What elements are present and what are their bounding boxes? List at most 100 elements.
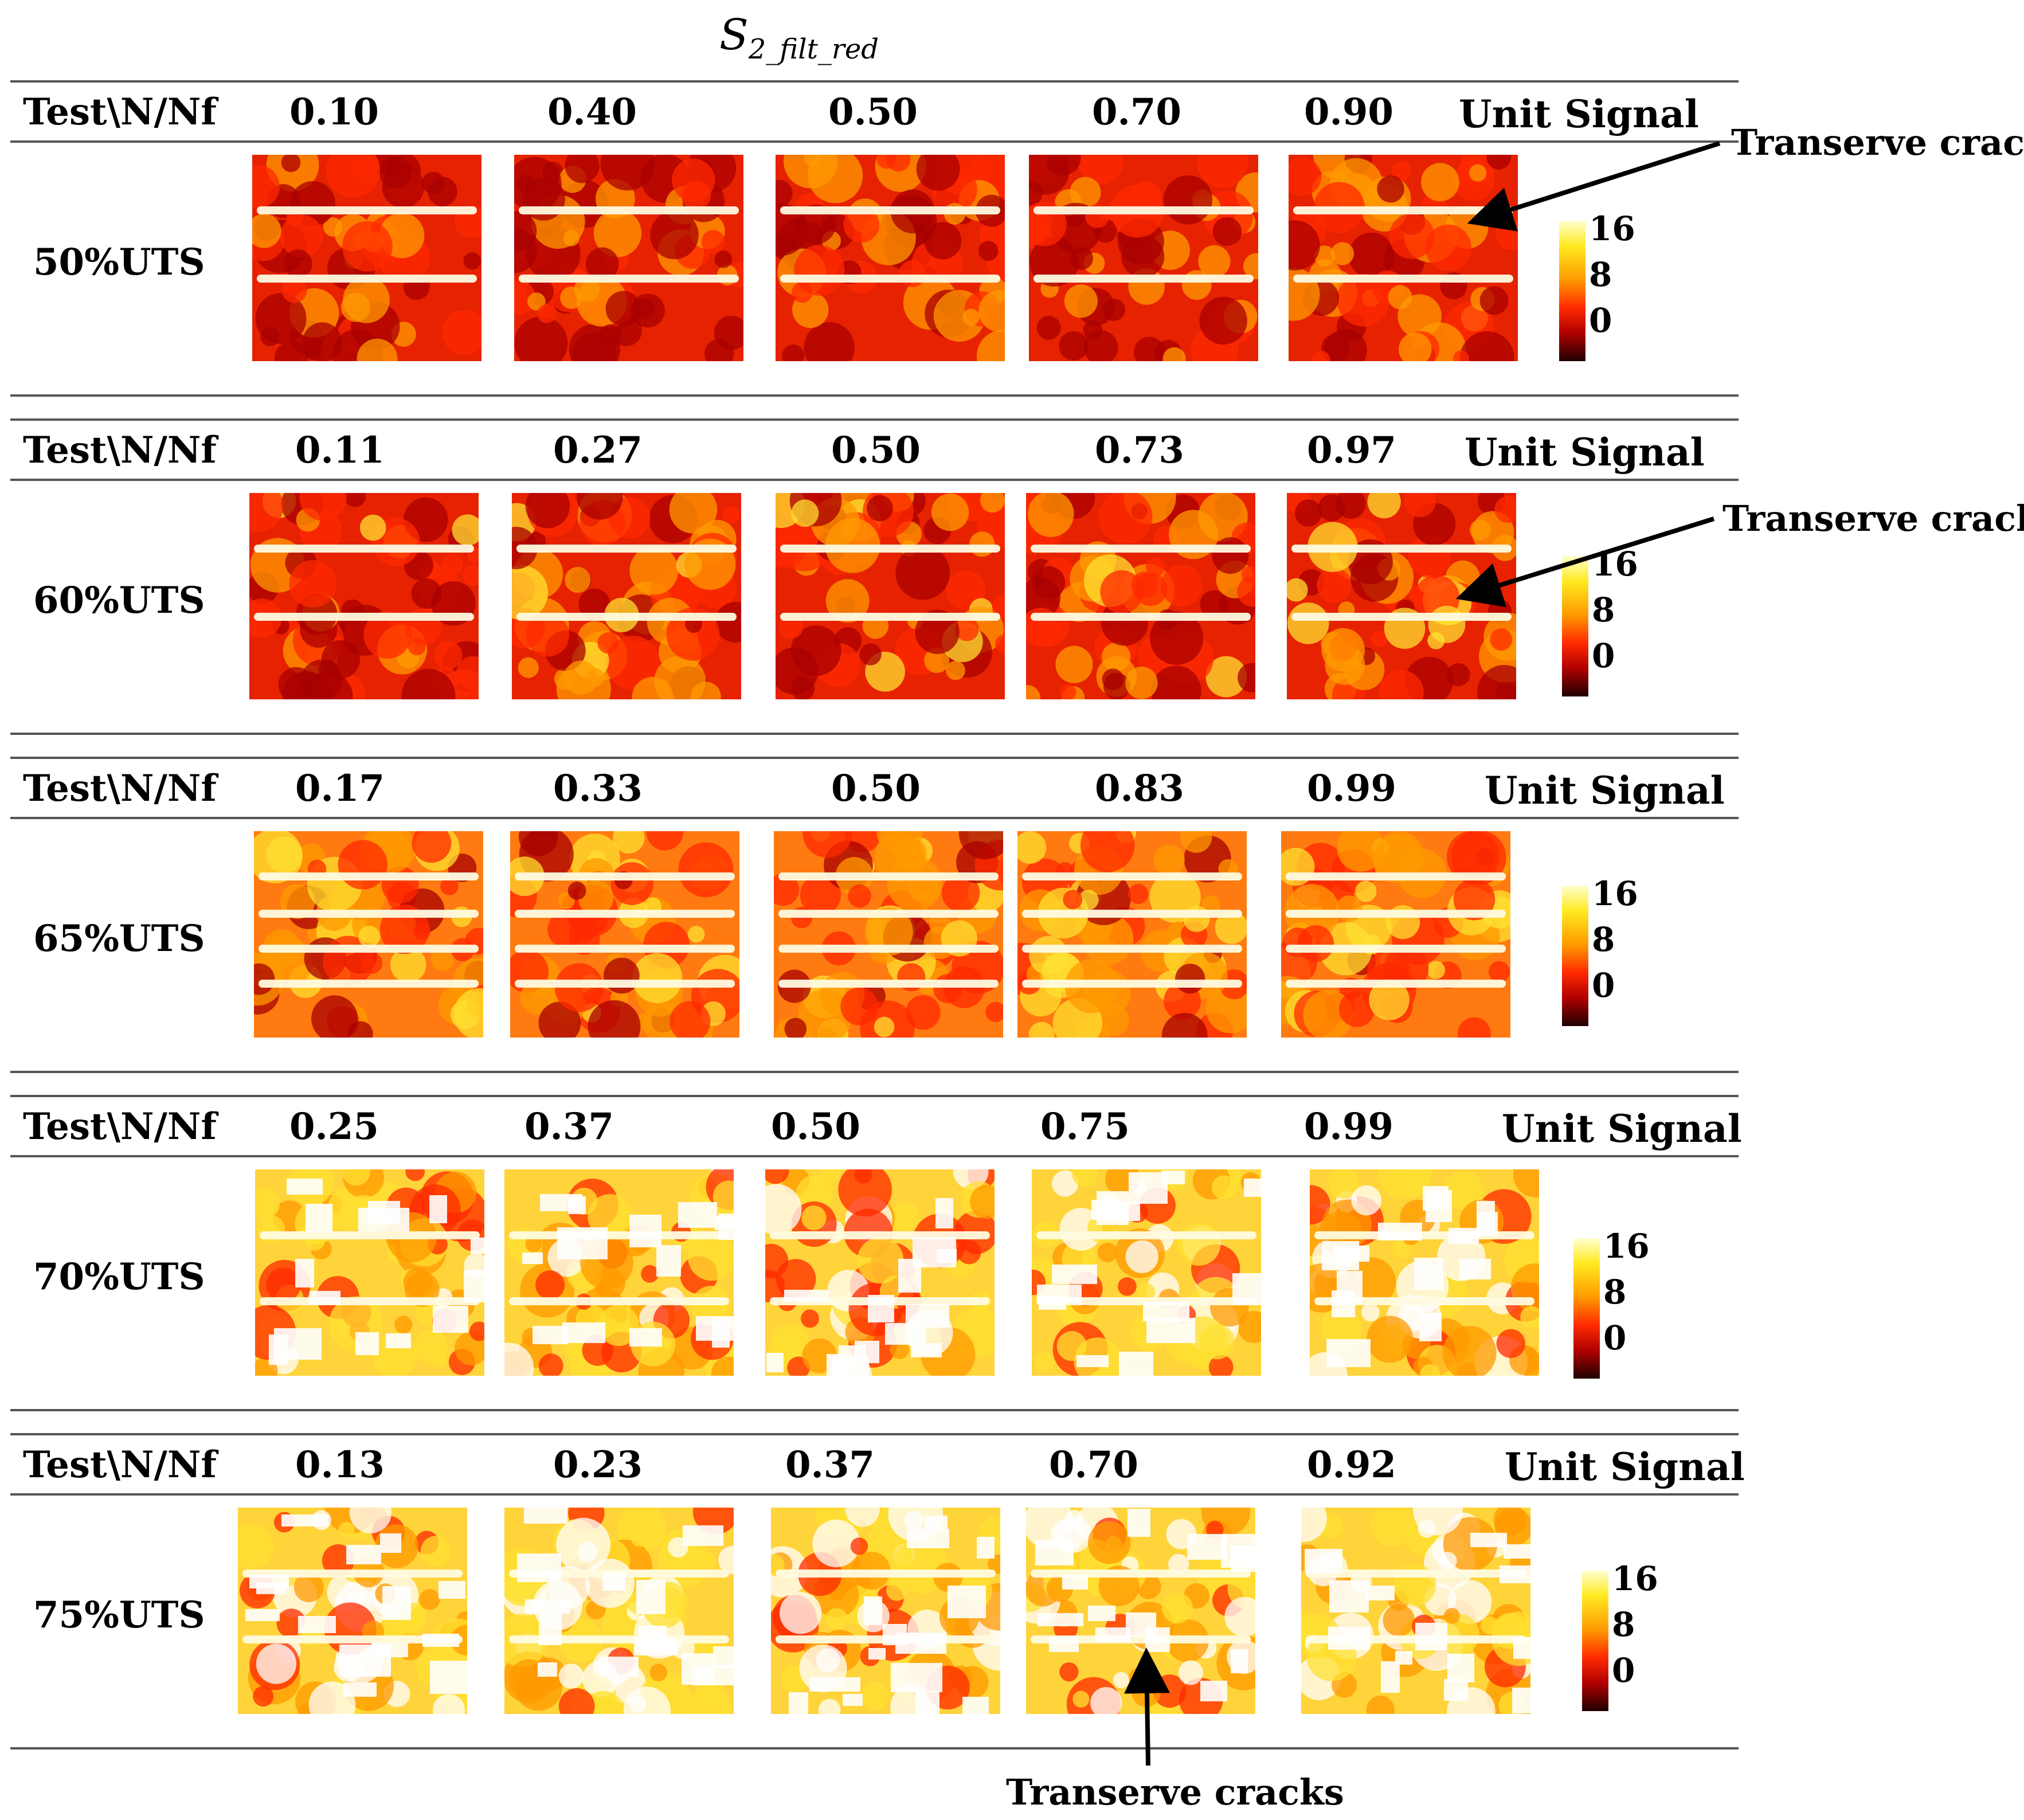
- cycle-ratio-3: 0.50: [831, 767, 921, 810]
- cycle-ratio-1: 0.25: [289, 1105, 379, 1148]
- header-rule-bottom: [10, 817, 1739, 819]
- thermal-map: [776, 155, 1005, 361]
- header-rule-top: [10, 418, 1739, 421]
- colorbar-tick-8: 8: [1612, 1605, 1635, 1644]
- header-test-label: Test\N/Nf: [23, 91, 217, 134]
- cycle-ratio-2: 0.33: [553, 767, 643, 810]
- colorbar-tick-8: 8: [1592, 590, 1615, 629]
- cycle-ratio-1: 0.17: [295, 767, 385, 810]
- thermal-map: [776, 493, 1005, 699]
- thermal-map: [1289, 155, 1518, 361]
- colorbar: [1582, 1571, 1608, 1711]
- row-label: 70%UTS: [33, 1255, 205, 1298]
- unit-signal-label: Unit Signal: [1485, 768, 1725, 813]
- colorbar: [1562, 556, 1588, 696]
- cycle-ratio-4: 0.73: [1095, 429, 1184, 472]
- cycle-ratio-4: 0.75: [1040, 1105, 1130, 1148]
- cycle-ratio-1: 0.11: [295, 429, 385, 472]
- colorbar-tick-8: 8: [1603, 1273, 1627, 1312]
- colorbar: [1559, 221, 1585, 361]
- thermal-map: [1310, 1169, 1539, 1376]
- section-row-4: Test\N/Nf 0.25 0.37 0.50 0.75 0.99 Unit Signal…: [0, 1095, 2024, 1416]
- colorbar-tick-16: 16: [1592, 545, 1638, 584]
- thermal-map: [255, 1169, 484, 1376]
- cycle-ratio-5: 0.99: [1307, 767, 1396, 810]
- cycle-ratio-4: 0.70: [1049, 1443, 1138, 1486]
- cycle-ratio-4: 0.83: [1095, 767, 1184, 810]
- section-rule-bottom: [10, 733, 1739, 735]
- row-label: 65%UTS: [33, 917, 205, 960]
- header-rule-top: [10, 1095, 1739, 1097]
- header-rule-bottom: [10, 140, 1739, 143]
- header-test-label: Test\N/Nf: [23, 767, 217, 810]
- unit-signal-label: Unit Signal: [1465, 430, 1705, 475]
- annotation-cracks-50: Transerve cracks: [1731, 122, 2024, 163]
- cycle-ratio-5: 0.99: [1304, 1105, 1393, 1148]
- cycle-ratio-1: 0.10: [289, 91, 379, 134]
- unit-signal-label: Unit Signal: [1459, 92, 1699, 136]
- header-test-label: Test\N/Nf: [23, 429, 217, 472]
- cycle-ratio-1: 0.13: [295, 1443, 385, 1486]
- thermal-map: [254, 831, 483, 1038]
- colorbar-tick-16: 16: [1603, 1227, 1650, 1266]
- colorbar-tick-16: 16: [1612, 1559, 1658, 1598]
- thermal-map: [504, 1169, 734, 1376]
- annotation-cracks-75: Transerve cracks: [1006, 1771, 1344, 1813]
- cycle-ratio-5: 0.92: [1307, 1443, 1396, 1486]
- thermal-map: [765, 1169, 995, 1376]
- cycle-ratio-4: 0.70: [1092, 91, 1181, 134]
- unit-signal-label: Unit Signal: [1505, 1445, 1745, 1489]
- cycle-ratio-2: 0.23: [553, 1443, 643, 1486]
- thermal-map: [504, 1508, 734, 1714]
- section-rule-bottom: [10, 1747, 1739, 1749]
- section-row-2: Test\N/Nf 0.11 0.27 0.50 0.73 0.97 Unit Signal…: [0, 418, 2024, 739]
- colorbar-tick-16: 16: [1592, 874, 1638, 913]
- figure-title: S2_filt_red: [719, 10, 879, 65]
- section-rule-bottom: [10, 1071, 1739, 1073]
- colorbar-tick-16: 16: [1589, 209, 1635, 248]
- colorbar-tick-8: 8: [1592, 920, 1615, 959]
- annotation-cracks-60: Transerve cracks: [1722, 498, 2024, 539]
- thermal-map: [771, 1508, 1000, 1714]
- thermal-map: [1032, 1169, 1261, 1376]
- section-row-3: Test\N/Nf 0.17 0.33 0.50 0.83 0.99 Unit Signal…: [0, 757, 2024, 1078]
- thermal-map: [1026, 1508, 1255, 1714]
- cycle-ratio-3: 0.50: [828, 91, 918, 134]
- cycle-ratio-5: 0.90: [1304, 91, 1393, 134]
- colorbar: [1573, 1238, 1600, 1379]
- cycle-ratio-3: 0.37: [785, 1443, 875, 1486]
- thermal-map: [249, 493, 479, 699]
- colorbar: [1562, 886, 1588, 1026]
- section-rule-bottom: [10, 394, 1739, 397]
- header-rule-bottom: [10, 1155, 1739, 1157]
- section-rule-bottom: [10, 1409, 1739, 1411]
- header-test-label: Test\N/Nf: [23, 1105, 217, 1148]
- row-label: 75%UTS: [33, 1594, 205, 1637]
- cycle-ratio-5: 0.97: [1307, 429, 1396, 472]
- section-row-5: Test\N/Nf 0.13 0.23 0.37 0.70 0.92 Unit Signal…: [0, 1433, 2024, 1754]
- row-label: 60%UTS: [33, 579, 205, 622]
- header-rule-bottom: [10, 479, 1739, 481]
- colorbar-tick-0: 0: [1603, 1318, 1627, 1357]
- row-label: 50%UTS: [33, 241, 205, 284]
- cycle-ratio-2: 0.40: [547, 91, 637, 134]
- thermal-map: [238, 1508, 467, 1714]
- thermal-map: [1029, 155, 1258, 361]
- thermal-map: [1301, 1508, 1530, 1714]
- thermal-map: [774, 831, 1003, 1038]
- colorbar-tick-0: 0: [1589, 301, 1612, 340]
- colorbar-tick-0: 0: [1592, 636, 1615, 675]
- colorbar-tick-8: 8: [1589, 255, 1612, 294]
- header-test-label: Test\N/Nf: [23, 1443, 217, 1486]
- thermal-map: [1017, 831, 1247, 1038]
- cycle-ratio-2: 0.27: [553, 429, 643, 472]
- colorbar-tick-0: 0: [1592, 966, 1615, 1005]
- thermal-map: [1287, 493, 1516, 699]
- header-rule-bottom: [10, 1493, 1739, 1496]
- cycle-ratio-3: 0.50: [771, 1105, 860, 1148]
- thermal-map: [514, 155, 743, 361]
- header-rule-top: [10, 1433, 1739, 1435]
- unit-signal-label: Unit Signal: [1502, 1106, 1742, 1151]
- thermal-map: [510, 831, 739, 1038]
- header-rule-top: [10, 80, 1739, 83]
